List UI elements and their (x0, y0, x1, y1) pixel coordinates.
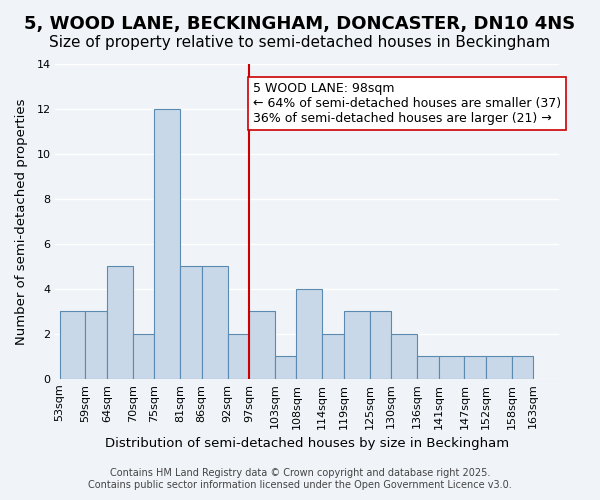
Text: Contains HM Land Registry data © Crown copyright and database right 2025.
Contai: Contains HM Land Registry data © Crown c… (88, 468, 512, 490)
Bar (344, 312, 370, 379)
Bar (512, 356, 533, 379)
Bar (296, 289, 322, 379)
Bar (391, 334, 417, 379)
Y-axis label: Number of semi-detached properties: Number of semi-detached properties (15, 98, 28, 344)
Bar (486, 356, 512, 379)
Bar (322, 334, 344, 379)
Bar (275, 356, 296, 379)
Bar (249, 312, 275, 379)
Bar (417, 356, 439, 379)
Bar (439, 356, 464, 379)
Bar (154, 109, 180, 379)
Text: Size of property relative to semi-detached houses in Beckingham: Size of property relative to semi-detach… (49, 35, 551, 50)
Text: 5, WOOD LANE, BECKINGHAM, DONCASTER, DN10 4NS: 5, WOOD LANE, BECKINGHAM, DONCASTER, DN1… (25, 15, 575, 33)
Text: 5 WOOD LANE: 98sqm
← 64% of semi-detached houses are smaller (37)
36% of semi-de: 5 WOOD LANE: 98sqm ← 64% of semi-detache… (253, 82, 562, 125)
Bar (227, 334, 249, 379)
Bar (464, 356, 486, 379)
Bar (85, 312, 107, 379)
Bar (202, 266, 227, 379)
Bar (107, 266, 133, 379)
Bar (370, 312, 391, 379)
Bar (180, 266, 202, 379)
Bar (133, 334, 154, 379)
X-axis label: Distribution of semi-detached houses by size in Beckingham: Distribution of semi-detached houses by … (105, 437, 509, 450)
Bar (59, 312, 85, 379)
